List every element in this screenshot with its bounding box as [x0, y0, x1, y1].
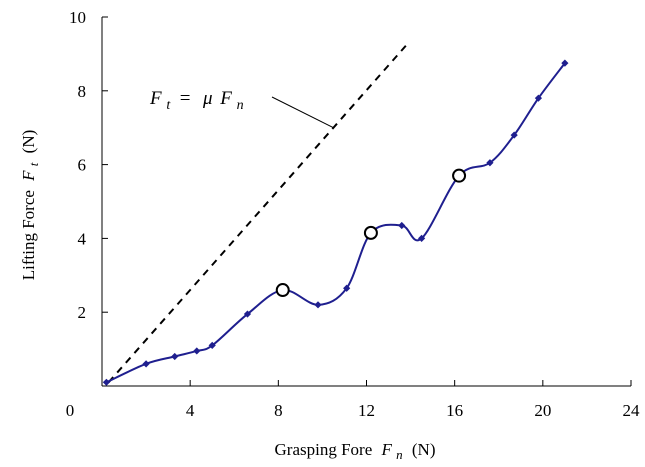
- x-axis-label: Grasping Fore F n (N): [275, 440, 436, 463]
- x-axis-label-unit: (N): [412, 440, 436, 459]
- series-curve: [105, 62, 566, 384]
- annotation-equals: =: [175, 88, 195, 109]
- highlighted-point-marker: [275, 283, 290, 298]
- reference-dashed-line: [107, 42, 410, 383]
- y-axis-label-subscript: t: [26, 162, 41, 166]
- highlighted-point-marker: [452, 168, 467, 183]
- y-tick-label: 8: [78, 82, 87, 101]
- x-tick-label: 4: [186, 401, 195, 420]
- y-tick-label: 4: [78, 229, 87, 248]
- highlighted-points: [275, 168, 467, 298]
- x-axis-ticks: 0 4 8 12 16 20 24: [66, 380, 640, 420]
- data-point-marker: [398, 221, 406, 230]
- data-point-marker: [208, 341, 216, 350]
- data-point-marker: [343, 284, 351, 292]
- y-axis-label-unit: (N): [19, 130, 38, 154]
- annotation-mu: μ: [202, 88, 213, 109]
- x-axis-label-text: Grasping Fore: [275, 440, 373, 459]
- y-axis-ticks: 2 4 6 8 10: [69, 8, 108, 322]
- x-tick-label: 12: [358, 401, 375, 420]
- data-point-marker: [418, 234, 426, 242]
- y-tick-label: 2: [78, 303, 87, 322]
- annotation-subscript: t: [166, 98, 171, 113]
- y-tick-label: 6: [78, 156, 87, 175]
- data-point-marker: [171, 352, 179, 361]
- plot-frame: [101, 17, 631, 387]
- y-axis-label: Lifting Force F t (N): [19, 130, 42, 281]
- highlighted-point-marker: [363, 225, 378, 240]
- y-tick-label: 10: [69, 8, 86, 27]
- data-point-marker: [561, 59, 569, 67]
- data-point-marker: [486, 159, 494, 167]
- data-point-marker: [193, 347, 201, 355]
- data-point-marker: [142, 360, 150, 368]
- y-axis-label-symbol: F: [19, 170, 38, 182]
- y-axis-label-text: Lifting Force: [19, 190, 38, 280]
- x-axis-label-subscript: n: [396, 447, 403, 462]
- x-axis-label-symbol: F: [380, 440, 392, 459]
- data-point-marker: [102, 378, 111, 386]
- x-tick-label: 8: [274, 401, 283, 420]
- annotation-subscript-2: n: [237, 98, 244, 113]
- series-markers: [102, 59, 569, 386]
- data-point-marker: [243, 310, 252, 318]
- annotation-equation: F t = μ F n: [149, 88, 244, 114]
- x-tick-label: 24: [623, 401, 641, 420]
- x-tick-label: 20: [534, 401, 551, 420]
- x-tick-label: 16: [446, 401, 463, 420]
- x-tick-label: 0: [66, 401, 75, 420]
- data-point-marker: [510, 131, 518, 139]
- annotation-symbol: F: [149, 88, 162, 109]
- data-point-marker: [534, 94, 543, 102]
- annotation-symbol-2: F: [219, 88, 232, 109]
- data-point-marker: [314, 301, 322, 309]
- annotation-leader-line: [271, 96, 334, 129]
